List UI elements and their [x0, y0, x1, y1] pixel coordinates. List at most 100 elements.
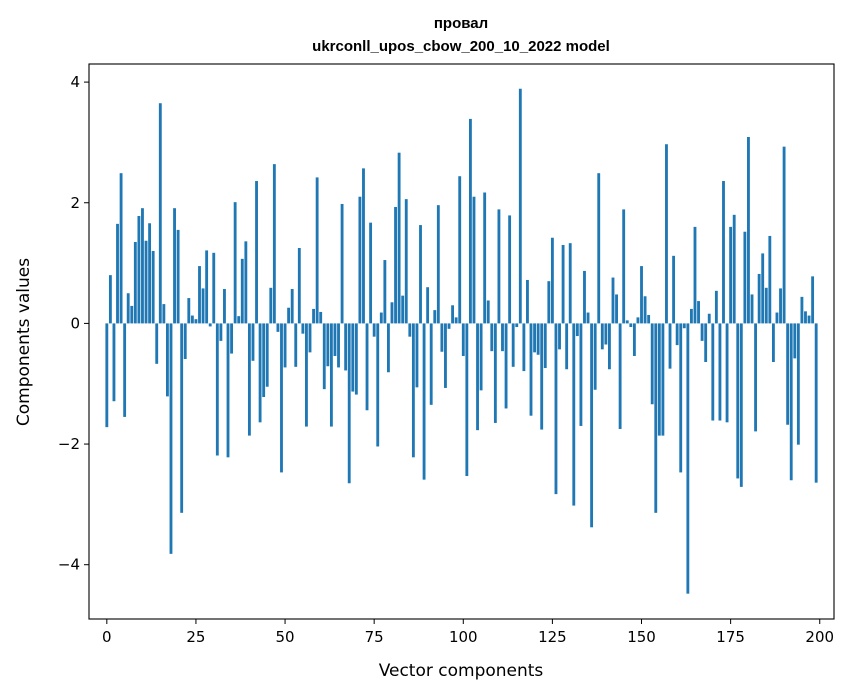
y-tick-label: −4	[58, 556, 80, 574]
x-tick-label: 200	[805, 628, 834, 646]
bar-70	[354, 323, 358, 395]
bar-114	[511, 323, 515, 367]
x-tick-label: 175	[716, 628, 745, 646]
bar-69	[351, 323, 355, 392]
bar-117	[522, 323, 526, 372]
bar-115	[515, 323, 519, 328]
bar-164	[689, 308, 693, 324]
bar-142	[611, 277, 615, 324]
x-tick-label: 125	[538, 628, 567, 646]
bar-195	[800, 296, 804, 324]
bar-120	[533, 323, 536, 353]
bar-153	[650, 323, 654, 405]
bar-58	[312, 308, 315, 324]
bar-130	[568, 243, 572, 324]
bar-59	[315, 177, 319, 324]
bar-63	[329, 323, 333, 427]
bar-108	[490, 323, 494, 352]
bar-42	[255, 181, 258, 324]
bar-167	[700, 323, 704, 341]
bar-126	[554, 323, 558, 495]
bar-191	[786, 323, 790, 425]
bar-140	[604, 323, 608, 345]
x-axis-label: Vector components	[379, 661, 544, 681]
bar-123	[543, 323, 547, 369]
bar-109	[493, 323, 497, 423]
bar-9	[137, 216, 141, 324]
bar-132	[575, 323, 579, 337]
bar-162	[682, 323, 686, 329]
bar-29	[208, 323, 212, 327]
bar-188	[775, 312, 779, 324]
bar-163	[686, 323, 690, 594]
bar-185	[764, 287, 768, 324]
bar-83	[401, 295, 405, 324]
bar-47	[272, 164, 276, 324]
bar-106	[483, 192, 487, 324]
bar-137	[593, 323, 597, 390]
bar-116	[518, 88, 522, 324]
bar-76	[376, 323, 380, 447]
bar-184	[761, 253, 765, 324]
bar-35	[230, 323, 234, 354]
bar-174	[725, 323, 729, 423]
bar-182	[754, 323, 757, 432]
bar-2	[112, 323, 116, 402]
bar-10	[141, 208, 144, 324]
bar-165	[693, 226, 697, 324]
bar-143	[615, 294, 618, 324]
y-axis-label: Components values	[14, 258, 34, 426]
bar-31	[215, 323, 219, 456]
bar-85	[408, 323, 412, 337]
bar-23	[187, 298, 191, 324]
bar-122	[540, 323, 544, 430]
bar-51	[287, 307, 291, 324]
bar-56	[305, 323, 308, 427]
bar-4	[119, 173, 123, 324]
bar-197	[807, 315, 811, 324]
y-tick-label: 4	[70, 73, 80, 91]
bar-40	[247, 323, 251, 436]
bar-64	[333, 323, 337, 356]
bar-17	[166, 323, 169, 397]
bar-156	[661, 323, 665, 436]
bar-44	[262, 323, 266, 397]
bar-139	[600, 323, 604, 350]
bar-87	[415, 323, 419, 388]
bar-54	[297, 247, 301, 324]
bar-194	[796, 323, 800, 445]
bar-147	[629, 323, 633, 328]
bar-144	[618, 323, 622, 429]
bar-166	[697, 301, 700, 324]
bar-181	[750, 294, 754, 324]
bar-67	[344, 323, 348, 371]
bar-33	[223, 289, 226, 324]
bar-112	[504, 323, 508, 409]
bar-198	[811, 276, 815, 324]
bar-48	[276, 323, 280, 332]
bar-151	[643, 296, 647, 324]
bar-0	[105, 323, 109, 428]
bar-193	[793, 323, 797, 359]
bar-15	[158, 103, 162, 324]
bar-175	[729, 226, 733, 324]
bar-173	[722, 181, 725, 324]
bar-16	[162, 304, 166, 324]
bar-111	[501, 323, 504, 352]
bar-20	[176, 229, 180, 324]
bar-99	[458, 176, 462, 324]
bar-8	[133, 241, 137, 324]
bars-group	[105, 88, 818, 594]
bar-94	[440, 323, 444, 352]
bar-98	[454, 317, 458, 324]
bar-5	[123, 323, 127, 417]
bar-75	[372, 323, 376, 337]
bar-172	[718, 323, 722, 421]
bar-30	[212, 252, 216, 324]
bar-32	[219, 323, 223, 341]
bar-119	[529, 323, 533, 416]
bar-128	[561, 244, 565, 324]
y-axis-ticks: −4 −2 0 2 4	[58, 73, 89, 574]
bar-104	[476, 323, 479, 431]
bar-160	[675, 323, 679, 346]
